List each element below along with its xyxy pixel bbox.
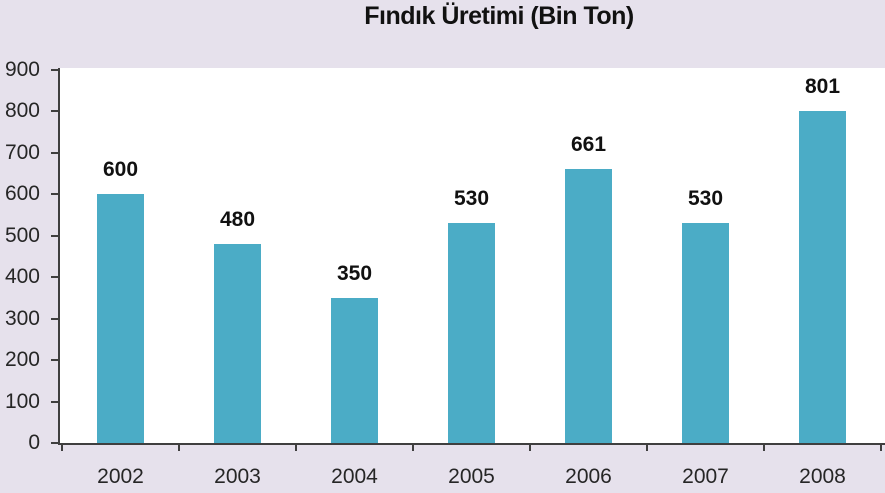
x-tick-mark	[178, 445, 180, 451]
y-tick-mark	[51, 69, 59, 71]
x-tick-mark	[61, 445, 63, 451]
bar-value-label: 801	[804, 75, 841, 98]
y-tick-mark	[51, 110, 59, 113]
y-tick-mark	[51, 359, 59, 362]
bar	[565, 169, 612, 443]
y-tick-label: 800	[4, 99, 40, 123]
y-tick-label: 200	[4, 348, 40, 372]
y-axis-line	[58, 68, 60, 445]
y-tick-label: 600	[4, 182, 40, 206]
y-tick-mark	[51, 442, 59, 444]
x-tick-mark	[412, 445, 414, 451]
bar-value-label: 661	[570, 133, 607, 156]
y-tick-mark	[51, 276, 59, 279]
x-tick-mark	[763, 445, 765, 451]
y-tick-label: 400	[4, 265, 40, 289]
x-tick-label: 2006	[565, 465, 612, 488]
x-tick-mark	[295, 445, 297, 451]
y-tick-label: 300	[4, 306, 40, 330]
x-tick-mark	[529, 445, 531, 451]
y-tick-mark	[51, 151, 59, 154]
y-tick-label: 0	[28, 431, 40, 454]
bar	[331, 298, 378, 443]
y-tick-label: 900	[4, 58, 40, 81]
x-tick-label: 2008	[799, 465, 846, 488]
x-axis-line	[58, 443, 885, 445]
x-tick-label: 2003	[214, 465, 261, 488]
x-tick-label: 2002	[97, 465, 144, 488]
y-tick-mark	[51, 400, 59, 403]
bar-value-label: 600	[102, 158, 139, 181]
y-tick-mark	[51, 317, 59, 320]
chart-title: Fındık Üretimi (Bin Ton)	[364, 2, 634, 30]
bar	[448, 223, 495, 443]
x-tick-label: 2007	[682, 465, 729, 488]
y-tick-mark	[51, 234, 59, 237]
y-tick-label: 500	[4, 223, 40, 247]
bar-value-label: 480	[219, 208, 256, 231]
bar	[97, 194, 144, 443]
bar	[214, 244, 261, 443]
x-tick-mark	[646, 445, 648, 451]
bar	[799, 111, 846, 443]
x-tick-mark	[880, 445, 882, 451]
y-tick-label: 100	[4, 389, 40, 413]
y-tick-label: 700	[4, 140, 40, 164]
bar-value-label: 350	[336, 262, 373, 285]
y-tick-mark	[51, 193, 59, 196]
bar-value-label: 530	[687, 187, 724, 210]
bar	[682, 223, 729, 443]
x-tick-label: 2004	[331, 465, 378, 488]
x-tick-label: 2005	[448, 465, 495, 488]
bar-value-label: 530	[453, 187, 490, 210]
